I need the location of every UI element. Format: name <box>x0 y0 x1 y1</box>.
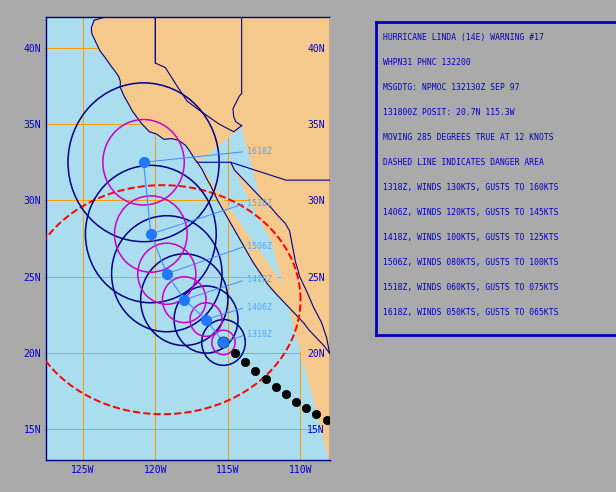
Text: 1506Z: 1506Z <box>248 242 272 251</box>
Text: MSGDTG: NPMOC 132130Z SEP 97: MSGDTG: NPMOC 132130Z SEP 97 <box>383 83 520 92</box>
Text: 1418Z: 1418Z <box>248 276 272 284</box>
Polygon shape <box>197 162 330 353</box>
Text: 1318Z: 1318Z <box>248 330 272 339</box>
Text: HURRICANE LINDA (14E) WARNING #17: HURRICANE LINDA (14E) WARNING #17 <box>383 32 545 42</box>
Text: 1318Z, WINDS 130KTS, GUSTS TO 160KTS: 1318Z, WINDS 130KTS, GUSTS TO 160KTS <box>383 183 559 191</box>
Polygon shape <box>91 17 330 460</box>
Text: 1406Z: 1406Z <box>248 303 272 312</box>
Text: 1418Z, WINDS 100KTS, GUSTS TO 125KTS: 1418Z, WINDS 100KTS, GUSTS TO 125KTS <box>383 233 559 242</box>
Text: DASHED LINE INDICATES DANGER AREA: DASHED LINE INDICATES DANGER AREA <box>383 157 545 167</box>
Text: 1618Z, WINDS 050KTS, GUSTS TO 065KTS: 1618Z, WINDS 050KTS, GUSTS TO 065KTS <box>383 308 559 316</box>
Text: 1518Z: 1518Z <box>248 199 272 208</box>
Text: MOVING 285 DEGREES TRUE AT 12 KNOTS: MOVING 285 DEGREES TRUE AT 12 KNOTS <box>383 133 554 142</box>
Text: 131800Z POSIT: 20.7N 115.3W: 131800Z POSIT: 20.7N 115.3W <box>383 108 515 117</box>
Text: WHPN31 PHNC 132200: WHPN31 PHNC 132200 <box>383 58 471 66</box>
Text: 1406Z, WINDS 120KTS, GUSTS TO 145KTS: 1406Z, WINDS 120KTS, GUSTS TO 145KTS <box>383 208 559 216</box>
Text: 1618Z: 1618Z <box>248 147 272 156</box>
Text: 1518Z, WINDS 060KTS, GUSTS TO 075KTS: 1518Z, WINDS 060KTS, GUSTS TO 075KTS <box>383 282 559 292</box>
Text: 1506Z, WINDS 080KTS, GUSTS TO 100KTS: 1506Z, WINDS 080KTS, GUSTS TO 100KTS <box>383 258 559 267</box>
